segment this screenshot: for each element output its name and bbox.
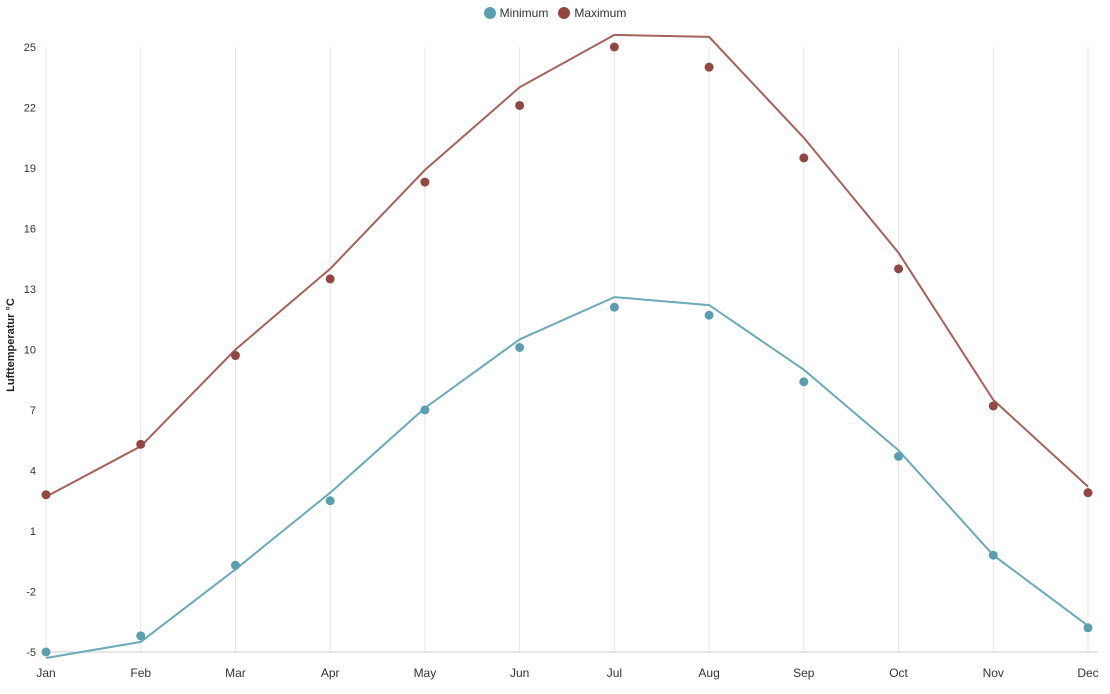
data-point-minimum[interactable] — [515, 342, 525, 352]
data-point-minimum[interactable] — [988, 550, 998, 560]
data-point-minimum[interactable] — [609, 302, 619, 312]
data-point-minimum[interactable] — [136, 631, 146, 641]
data-point-minimum[interactable] — [799, 377, 809, 387]
y-tick-label: 1 — [30, 526, 36, 538]
legend-label-maximum: Maximum — [574, 6, 627, 20]
series-line-minimum[interactable] — [45, 296, 1089, 659]
y-tick-label: 7 — [30, 405, 36, 417]
x-tick-label: Nov — [983, 666, 1004, 680]
x-tick-label: May — [414, 666, 437, 680]
data-point-maximum[interactable] — [230, 351, 240, 361]
data-point-minimum[interactable] — [894, 451, 904, 461]
data-point-maximum[interactable] — [988, 401, 998, 411]
legend-item-minimum[interactable]: Minimum — [483, 6, 549, 20]
data-point-maximum[interactable] — [41, 490, 51, 500]
x-tick-label: Oct — [889, 666, 908, 680]
x-tick-label: Sep — [793, 666, 815, 680]
series-line-maximum[interactable] — [45, 33, 1089, 498]
line-layer — [45, 33, 1089, 659]
data-point-minimum[interactable] — [704, 310, 714, 320]
x-tick-label: Dec — [1077, 666, 1098, 680]
y-tick-label: 10 — [24, 345, 36, 357]
legend-item-maximum[interactable]: Maximum — [558, 6, 626, 20]
data-point-maximum[interactable] — [325, 274, 335, 284]
data-point-maximum[interactable] — [894, 264, 904, 274]
data-point-minimum[interactable] — [1083, 623, 1093, 633]
legend-label-minimum: Minimum — [499, 6, 549, 20]
x-tick-label: Mar — [225, 666, 246, 680]
y-tick-label: 16 — [24, 224, 36, 236]
y-tick-label: 22 — [24, 103, 36, 115]
x-tick-label: Feb — [130, 666, 151, 680]
legend-marker-maximum — [558, 7, 571, 19]
data-point-minimum[interactable] — [41, 647, 51, 657]
y-tick-label: 25 — [24, 42, 36, 54]
y-tick-label: -2 — [26, 587, 36, 599]
data-point-maximum[interactable] — [515, 100, 525, 110]
legend: Minimum Maximum — [0, 4, 1110, 22]
data-point-maximum[interactable] — [704, 62, 714, 72]
y-axis-title: Lufttemperatur °C — [5, 298, 17, 392]
legend-marker-minimum — [483, 7, 496, 19]
data-point-minimum[interactable] — [420, 405, 430, 415]
data-point-maximum[interactable] — [1083, 488, 1093, 498]
x-tick-label: Apr — [321, 666, 340, 680]
data-point-minimum[interactable] — [325, 496, 335, 506]
axis-layer: Jan Feb Mar Apr May Jun Jul Aug Sep Oct Nov Dec 25 22… — [24, 42, 1099, 680]
y-tick-label: 19 — [24, 163, 36, 175]
point-layer — [41, 42, 1093, 657]
x-tick-label: Aug — [698, 666, 719, 680]
data-point-maximum[interactable] — [609, 42, 619, 52]
data-point-maximum[interactable] — [136, 439, 146, 449]
y-tick-label: 4 — [30, 466, 36, 478]
data-point-maximum[interactable] — [420, 177, 430, 187]
y-tick-label: 13 — [24, 284, 36, 296]
y-tick-label: -5 — [26, 647, 36, 659]
data-point-maximum[interactable] — [799, 153, 809, 163]
x-tick-label: Jan — [36, 666, 55, 680]
x-tick-label: Jul — [607, 666, 622, 680]
grid-layer — [45, 47, 1089, 652]
data-point-minimum[interactable] — [230, 560, 240, 570]
x-tick-label: Jun — [510, 666, 529, 680]
